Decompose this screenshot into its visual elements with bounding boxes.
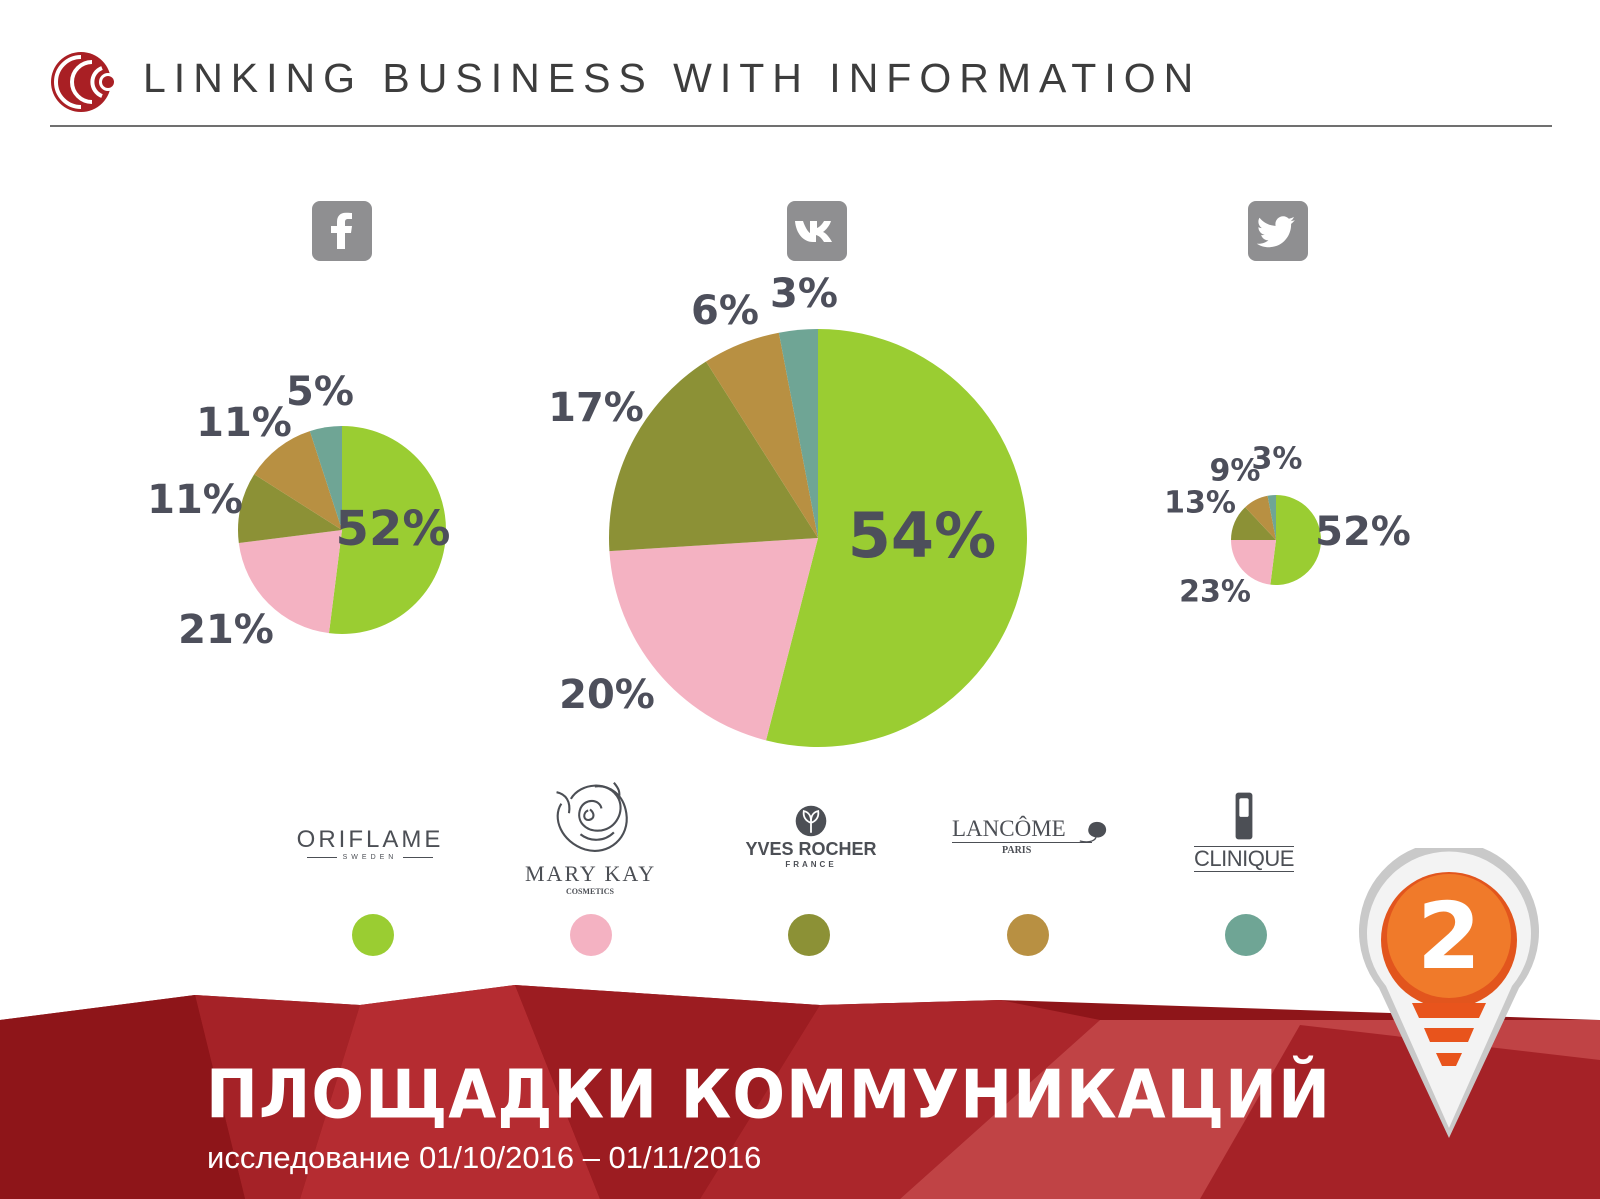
pie-slice-vkontakte-lanc-me <box>706 332 818 538</box>
mary-kay-logo: MARY KAY <box>525 861 657 886</box>
pie-value-label-vkontakte: 54% <box>848 499 996 572</box>
banner-title: ПЛОЩАДКИ КОММУНИКАЦИЙ <box>206 1055 1331 1134</box>
rose-icon <box>1079 821 1107 843</box>
header-divider <box>50 125 1552 127</box>
legend-brand-clinique: CLINIQUE <box>1191 790 1297 872</box>
legend-dot-oriflame <box>352 914 394 956</box>
pie-slice-vkontakte-clinique <box>778 329 818 538</box>
lancome-subtext: PARIS <box>1002 845 1032 856</box>
pie-slice-vkontakte-mary-kay <box>609 538 818 741</box>
pie-slice-twitter-clinique <box>1267 495 1276 540</box>
pie-vkontakte: 54% 20% 17% 6% 3% <box>548 271 1027 747</box>
pie-slice-twitter-yves-rocher <box>1231 507 1276 540</box>
pie-slice-facebook-mary-kay <box>238 530 342 634</box>
pie-facebook: 52%21%11%11%5% <box>147 369 450 653</box>
yves-rocher-logo: YVES ROCHER <box>745 839 877 859</box>
pie-slice-vkontakte-yves-rocher <box>609 361 818 552</box>
rose-icon <box>556 781 628 852</box>
pie-value-label-twitter: 9% <box>1210 454 1261 489</box>
pie-value-label-twitter: 3% <box>1252 442 1303 477</box>
pie-slice-facebook-clinique <box>309 426 342 530</box>
legend-dot-lancome <box>1007 914 1049 956</box>
pie-value-label-facebook: 11% <box>147 477 243 523</box>
legend-brand-yves-rocher: YVES ROCHER FRANCE <box>738 803 884 869</box>
pie-value-label-facebook: 52% <box>336 501 451 557</box>
clinique-lipstick-icon <box>1235 792 1253 840</box>
pie-value-label-twitter: 52% <box>1315 509 1411 555</box>
pie-twitter: 52% 23% 13%9%3% <box>1164 442 1411 610</box>
map-pin-badge: 2 <box>1359 848 1539 1138</box>
pie-value-label-twitter: 23% <box>1179 575 1251 610</box>
pie-value-label-vkontakte: 3% <box>770 271 838 317</box>
header: LINKING BUSINESS WITH INFORMATION <box>50 45 1552 129</box>
company-logo <box>51 52 117 112</box>
banner-subtitle: исследование 01/10/2016 – 01/11/2016 <box>207 1140 762 1175</box>
pie-value-label-facebook: 21% <box>178 607 274 653</box>
bottom-banner <box>0 985 1600 1199</box>
yves-rocher-subtext: FRANCE <box>785 860 837 869</box>
clinique-logo: CLINIQUE <box>1194 846 1294 872</box>
legend-brand-mary-kay: MARY KAY COSMETICS <box>525 775 655 896</box>
pie-slice-twitter-mary-kay <box>1231 540 1276 585</box>
mary-kay-subtext: COSMETICS <box>565 887 614 896</box>
pie-charts: 52%21%11%11%5%54%20%17%6% 3%52%23%13%9%3% <box>147 271 1411 747</box>
badge-number: 2 <box>1417 883 1481 990</box>
vk-icon <box>787 201 847 261</box>
lancome-logo: LANCÔME <box>952 816 1066 841</box>
yves-rocher-emblem-icon <box>795 805 827 837</box>
twitter-icon <box>1248 201 1308 261</box>
pie-value-label-vkontakte: 20% <box>559 672 655 718</box>
header-title: LINKING BUSINESS WITH INFORMATION <box>143 55 1202 101</box>
pie-slice-facebook-yves-rocher <box>238 474 342 544</box>
oriflame-logo: ORIFLAME <box>296 826 444 853</box>
pie-value-label-vkontakte: 17% <box>548 385 644 431</box>
pie-slice-facebook-oriflame <box>328 426 447 635</box>
facebook-icon <box>312 201 372 261</box>
oriflame-subtext: SWEDEN <box>342 854 398 861</box>
pie-value-label-facebook: 11% <box>196 400 292 446</box>
pie-value-label-vkontakte: 6% <box>691 288 759 334</box>
legend-brand-lancome: LANCÔME PARIS <box>952 816 1116 856</box>
pie-value-label-twitter: 13% <box>1164 486 1236 521</box>
legend-dot-clinique <box>1225 914 1267 956</box>
legend-dot-yves-rocher <box>788 914 830 956</box>
legend-dot-mary-kay <box>570 914 612 956</box>
pie-slice-vkontakte-oriflame <box>766 329 1027 747</box>
pie-slice-twitter-oriflame <box>1270 495 1321 585</box>
legend-brand-oriflame: ORIFLAME SWEDEN <box>292 826 448 861</box>
pie-value-label-facebook: 5% <box>286 369 354 415</box>
pie-slice-twitter-lanc-me <box>1245 495 1276 540</box>
pie-slice-facebook-lanc-me <box>254 431 342 530</box>
